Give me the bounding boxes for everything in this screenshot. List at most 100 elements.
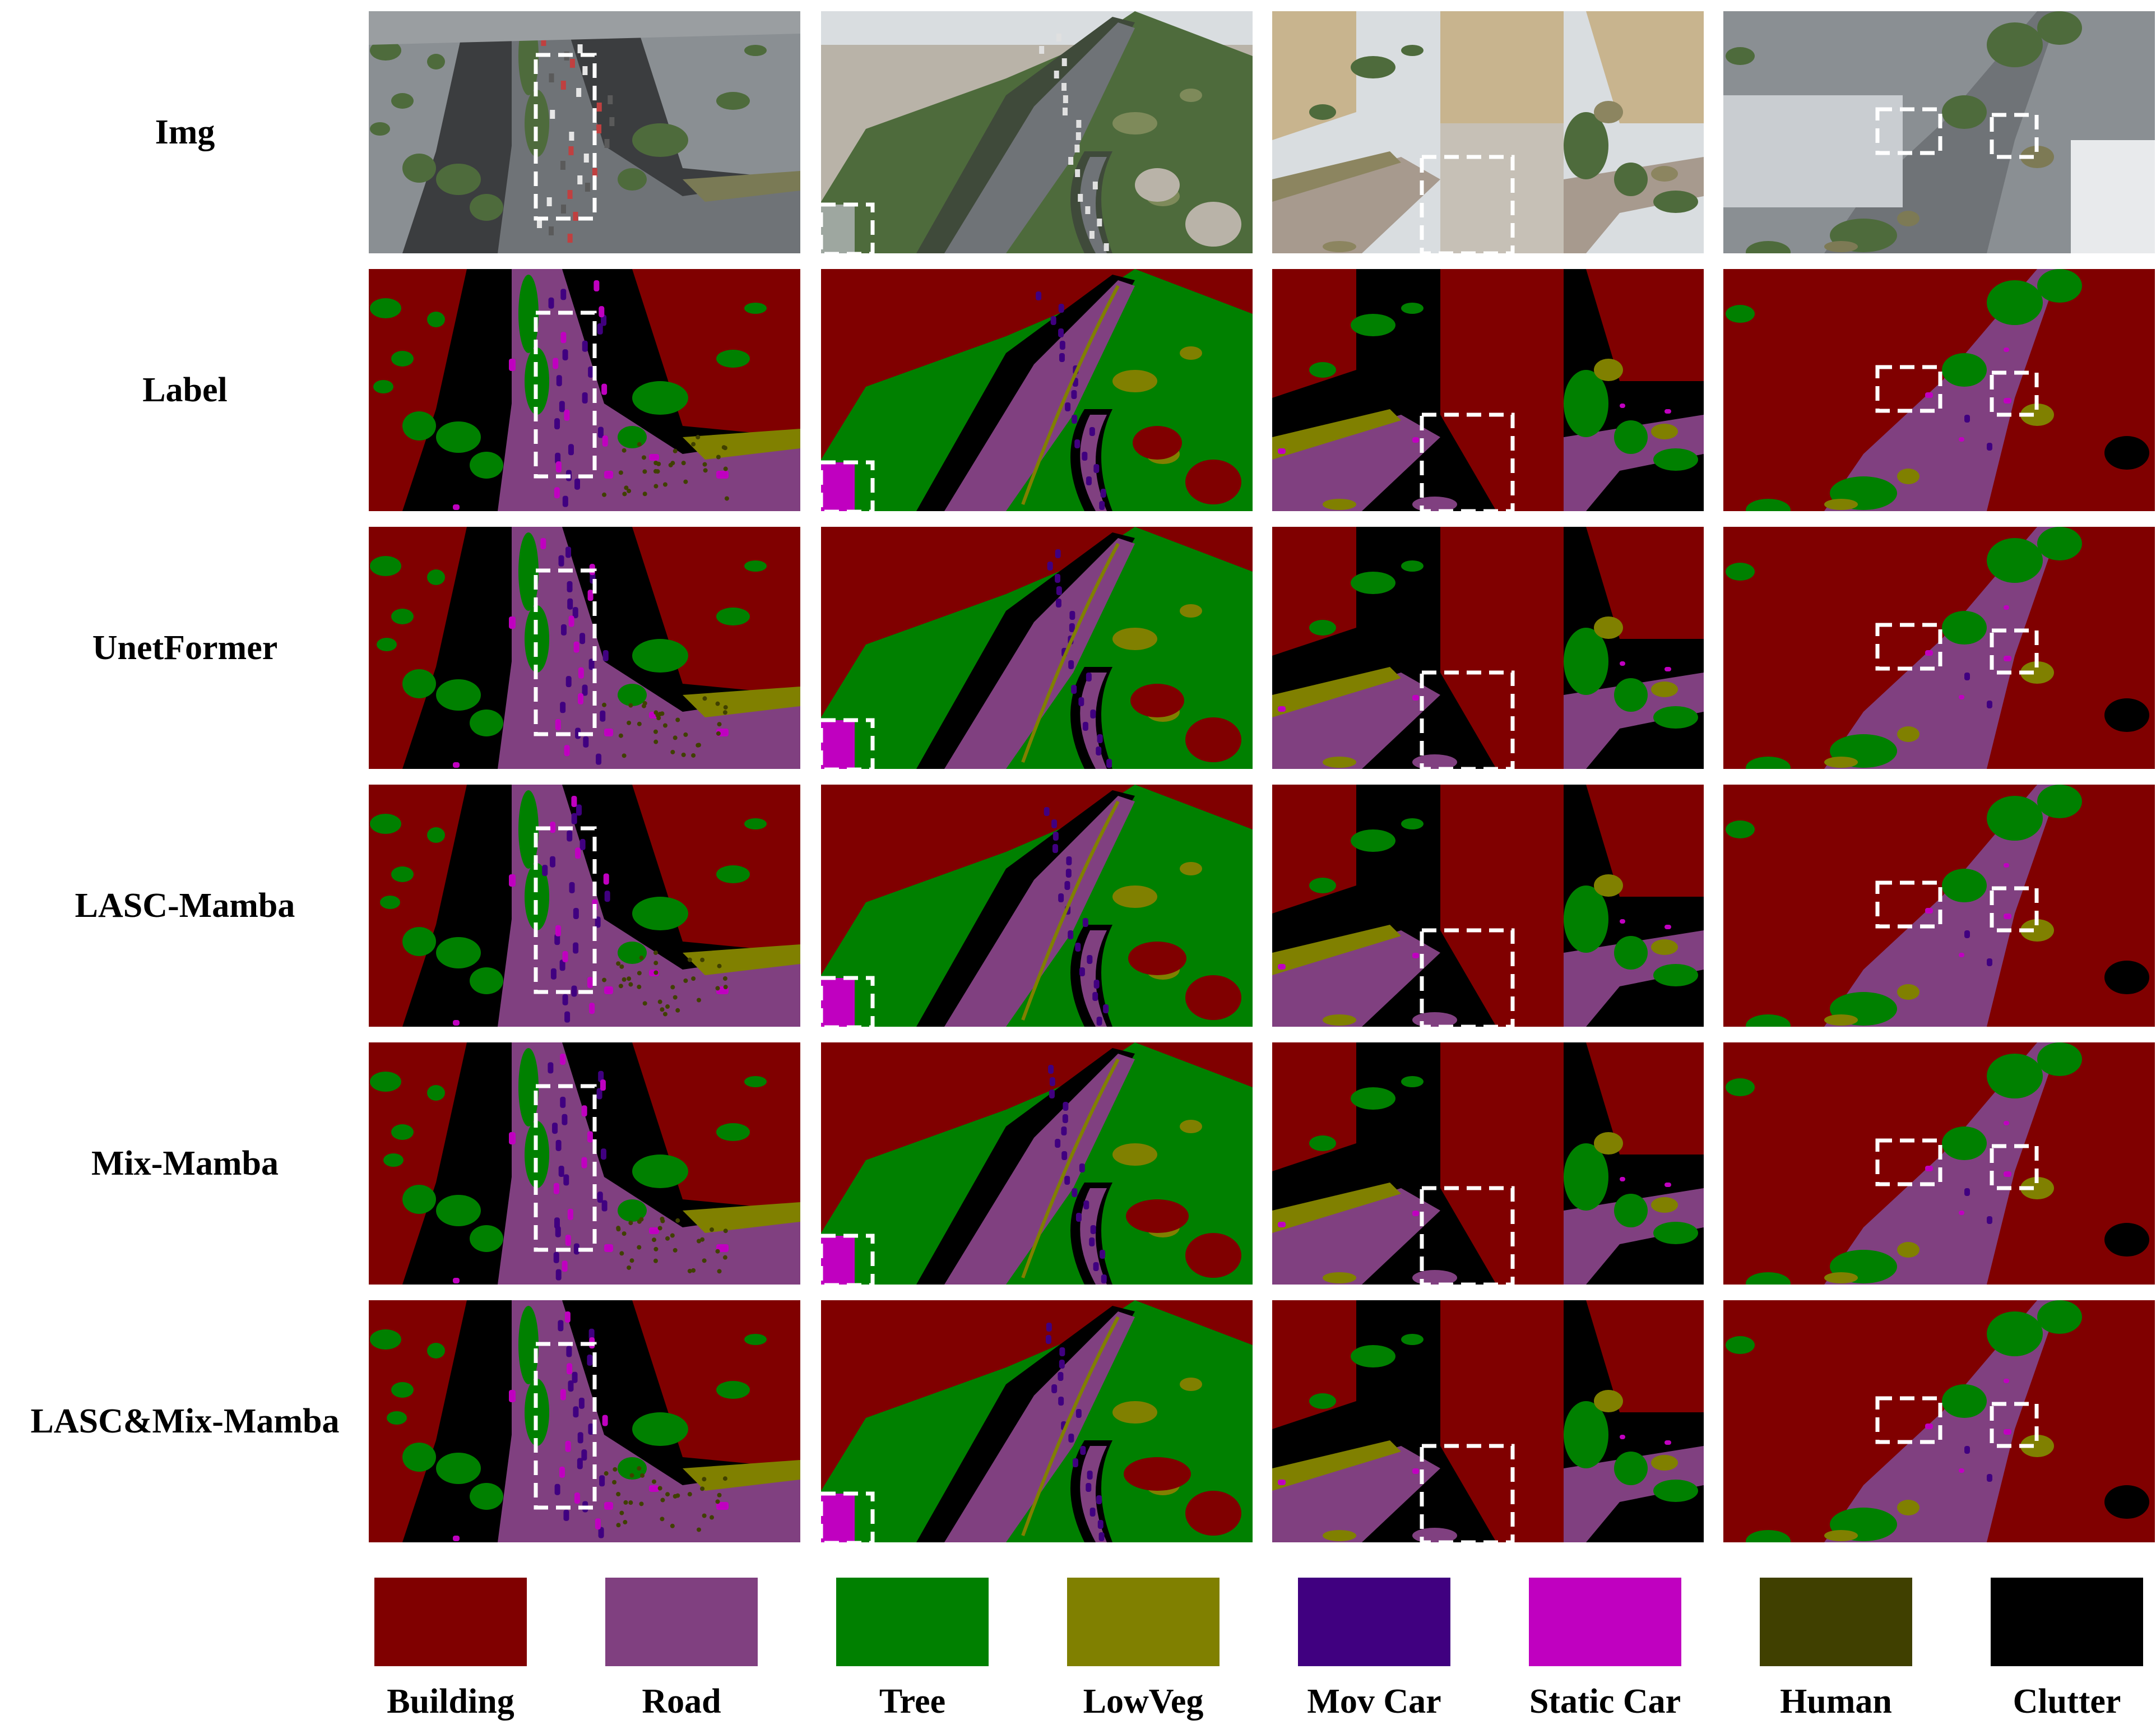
car-region (555, 461, 562, 473)
lowveg-region (1651, 424, 1678, 439)
car-region (1412, 1468, 1419, 1474)
tree-region (1401, 560, 1424, 572)
road-region (1080, 415, 1107, 511)
car-region (555, 719, 561, 731)
tree-region (1746, 499, 1791, 511)
lowveg-region (1272, 667, 1401, 717)
car-region (608, 95, 613, 104)
tree-region (632, 123, 688, 157)
human-region (662, 723, 667, 728)
highlight-box (821, 1491, 875, 1542)
car-region (1959, 1468, 1964, 1473)
tree-region (391, 1382, 414, 1398)
human-region (662, 1012, 667, 1017)
car-region (1089, 231, 1095, 239)
road-region (944, 22, 1135, 253)
car-region (562, 951, 568, 962)
human-region (622, 753, 627, 758)
tree-region (1653, 706, 1698, 729)
car-region (1079, 1163, 1085, 1172)
car-region (1964, 930, 1970, 938)
tree-region (525, 863, 549, 930)
tree-region (1614, 163, 1648, 196)
human-region (653, 1246, 659, 1251)
legend-label: Road (642, 1682, 721, 1721)
lowveg-region (683, 1202, 800, 1233)
car-region (509, 359, 516, 371)
lowveg-region (683, 171, 800, 202)
car-region (1412, 695, 1419, 701)
car-region (1072, 1188, 1078, 1197)
aerial-photo-1 (369, 11, 800, 253)
tree-region (1564, 370, 1608, 437)
car-region (554, 418, 560, 430)
car-region (821, 720, 855, 769)
car-region (573, 212, 578, 221)
tree-region (1401, 818, 1424, 829)
tree-region (1614, 420, 1648, 454)
human-region (665, 1004, 670, 1009)
car-region (1045, 1335, 1051, 1344)
highlight-box (1990, 370, 2039, 417)
highlight-box (1420, 928, 1515, 1027)
scene-layer (1272, 11, 1704, 253)
lowveg-region (1323, 1530, 1356, 1541)
car-region (567, 234, 573, 243)
tree-region (1351, 56, 1395, 78)
car-region (1076, 120, 1082, 128)
tree-region (370, 1329, 401, 1350)
human-region (673, 995, 678, 1000)
cell-canvas (1723, 1042, 2155, 1285)
car-region (587, 977, 593, 989)
lowveg-region (1594, 1132, 1623, 1155)
car-region (571, 813, 577, 824)
car-region (1925, 1424, 1933, 1429)
building-region (1272, 11, 1356, 140)
car-region (1092, 182, 1098, 189)
tree-region (1564, 1143, 1608, 1211)
human-region (681, 461, 686, 466)
road-region (1272, 673, 1440, 769)
human-region (691, 442, 696, 447)
tree-region (1726, 1336, 1755, 1354)
tree-region (716, 608, 750, 625)
car-region (1068, 660, 1074, 669)
car-region (1047, 562, 1053, 571)
row-label: LASC&Mix-Mamba (30, 1402, 340, 1440)
highlight-box (1420, 412, 1515, 511)
building-region (1586, 1042, 1704, 1155)
tree-region (1746, 757, 1791, 769)
car-region (1959, 695, 1964, 699)
car-region (1090, 1225, 1096, 1234)
human-region (653, 710, 659, 715)
car-region (716, 471, 729, 479)
road-region (1272, 415, 1440, 511)
tree-region (518, 1048, 539, 1126)
car-region (1093, 1262, 1099, 1271)
tree-region (1351, 829, 1395, 852)
tree-region (377, 638, 397, 651)
lowveg-region (1824, 1272, 1858, 1283)
building-region (1185, 460, 1241, 504)
human-region (627, 720, 632, 725)
car-region (1068, 157, 1074, 165)
car-region (1096, 1017, 1102, 1026)
car-region (1664, 409, 1671, 414)
lowveg-region (1272, 151, 1401, 202)
human-region (618, 984, 623, 989)
car-region (572, 607, 578, 619)
tree-region (744, 45, 767, 56)
human-region (670, 461, 675, 466)
car-region (1071, 390, 1077, 399)
car-region (1078, 194, 1083, 202)
human-region (628, 982, 633, 987)
human-region (670, 749, 675, 754)
building-region (1133, 426, 1182, 460)
building-region (1586, 1300, 1704, 1412)
human-region (637, 1466, 642, 1471)
cell-canvas (1272, 785, 1704, 1027)
car-region (1620, 919, 1625, 924)
car-region (604, 891, 610, 902)
scene-layer (1723, 1300, 2155, 1542)
tree-region (1351, 572, 1395, 594)
